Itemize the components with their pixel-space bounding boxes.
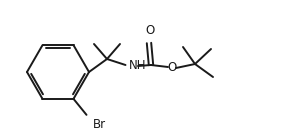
Text: O: O [145, 25, 154, 38]
Text: Br: Br [93, 118, 106, 131]
Text: O: O [167, 62, 177, 75]
Text: NH: NH [129, 59, 147, 72]
